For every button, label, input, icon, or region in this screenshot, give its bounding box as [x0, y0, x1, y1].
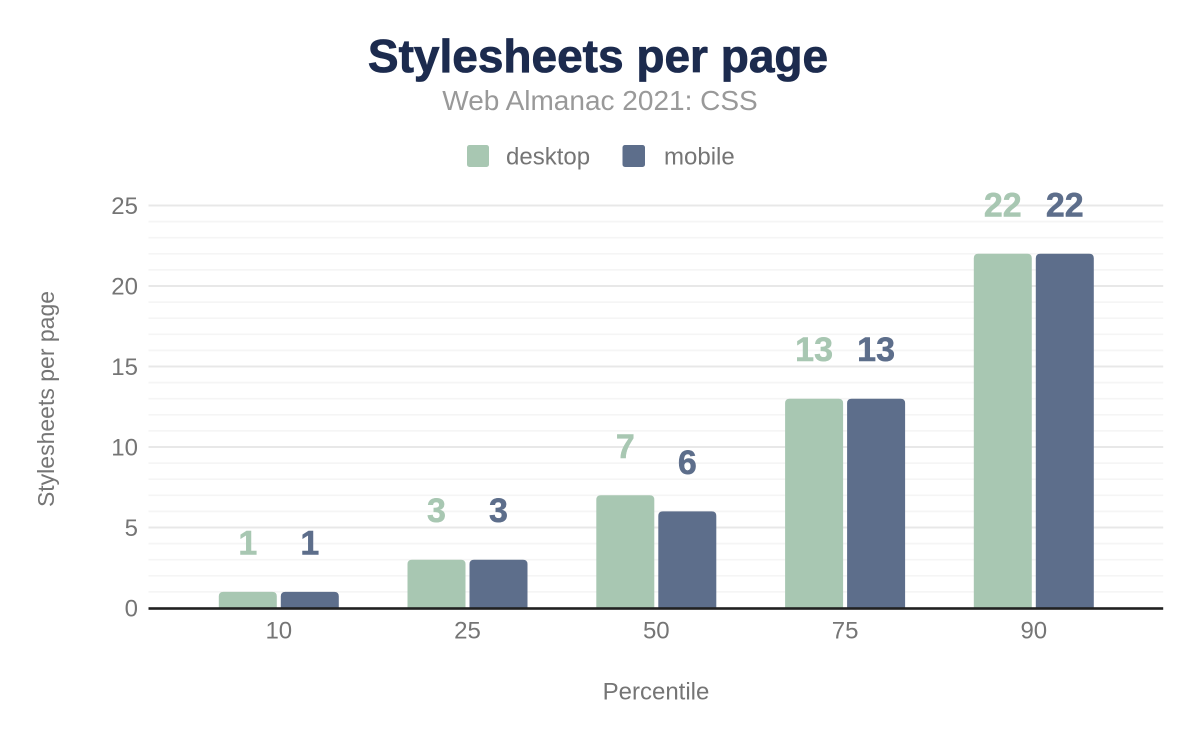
- svg-text:Stylesheets per page: Stylesheets per page: [33, 291, 59, 507]
- svg-text:90: 90: [1020, 618, 1047, 645]
- svg-text:1: 1: [238, 524, 257, 562]
- svg-text:desktop: desktop: [506, 144, 590, 171]
- svg-text:1: 1: [300, 524, 319, 562]
- svg-text:3: 3: [489, 492, 508, 530]
- svg-text:Web Almanac 2021: CSS: Web Almanac 2021: CSS: [442, 85, 757, 116]
- svg-text:6: 6: [678, 444, 697, 482]
- svg-text:50: 50: [643, 618, 670, 645]
- svg-text:mobile: mobile: [664, 144, 735, 171]
- svg-text:Percentile: Percentile: [603, 678, 710, 705]
- svg-text:13: 13: [795, 331, 833, 369]
- svg-text:0: 0: [125, 596, 138, 623]
- svg-text:75: 75: [832, 618, 859, 645]
- svg-text:20: 20: [111, 274, 138, 301]
- svg-text:5: 5: [125, 515, 138, 542]
- svg-text:15: 15: [111, 354, 138, 381]
- svg-text:10: 10: [111, 435, 138, 462]
- svg-text:25: 25: [454, 618, 481, 645]
- svg-text:13: 13: [857, 331, 895, 369]
- svg-text:3: 3: [427, 492, 446, 530]
- svg-text:Stylesheets per page: Stylesheets per page: [368, 30, 828, 82]
- svg-text:22: 22: [1046, 186, 1084, 224]
- svg-text:7: 7: [616, 428, 635, 466]
- svg-text:22: 22: [984, 186, 1022, 224]
- svg-text:25: 25: [111, 193, 138, 220]
- svg-text:10: 10: [265, 618, 292, 645]
